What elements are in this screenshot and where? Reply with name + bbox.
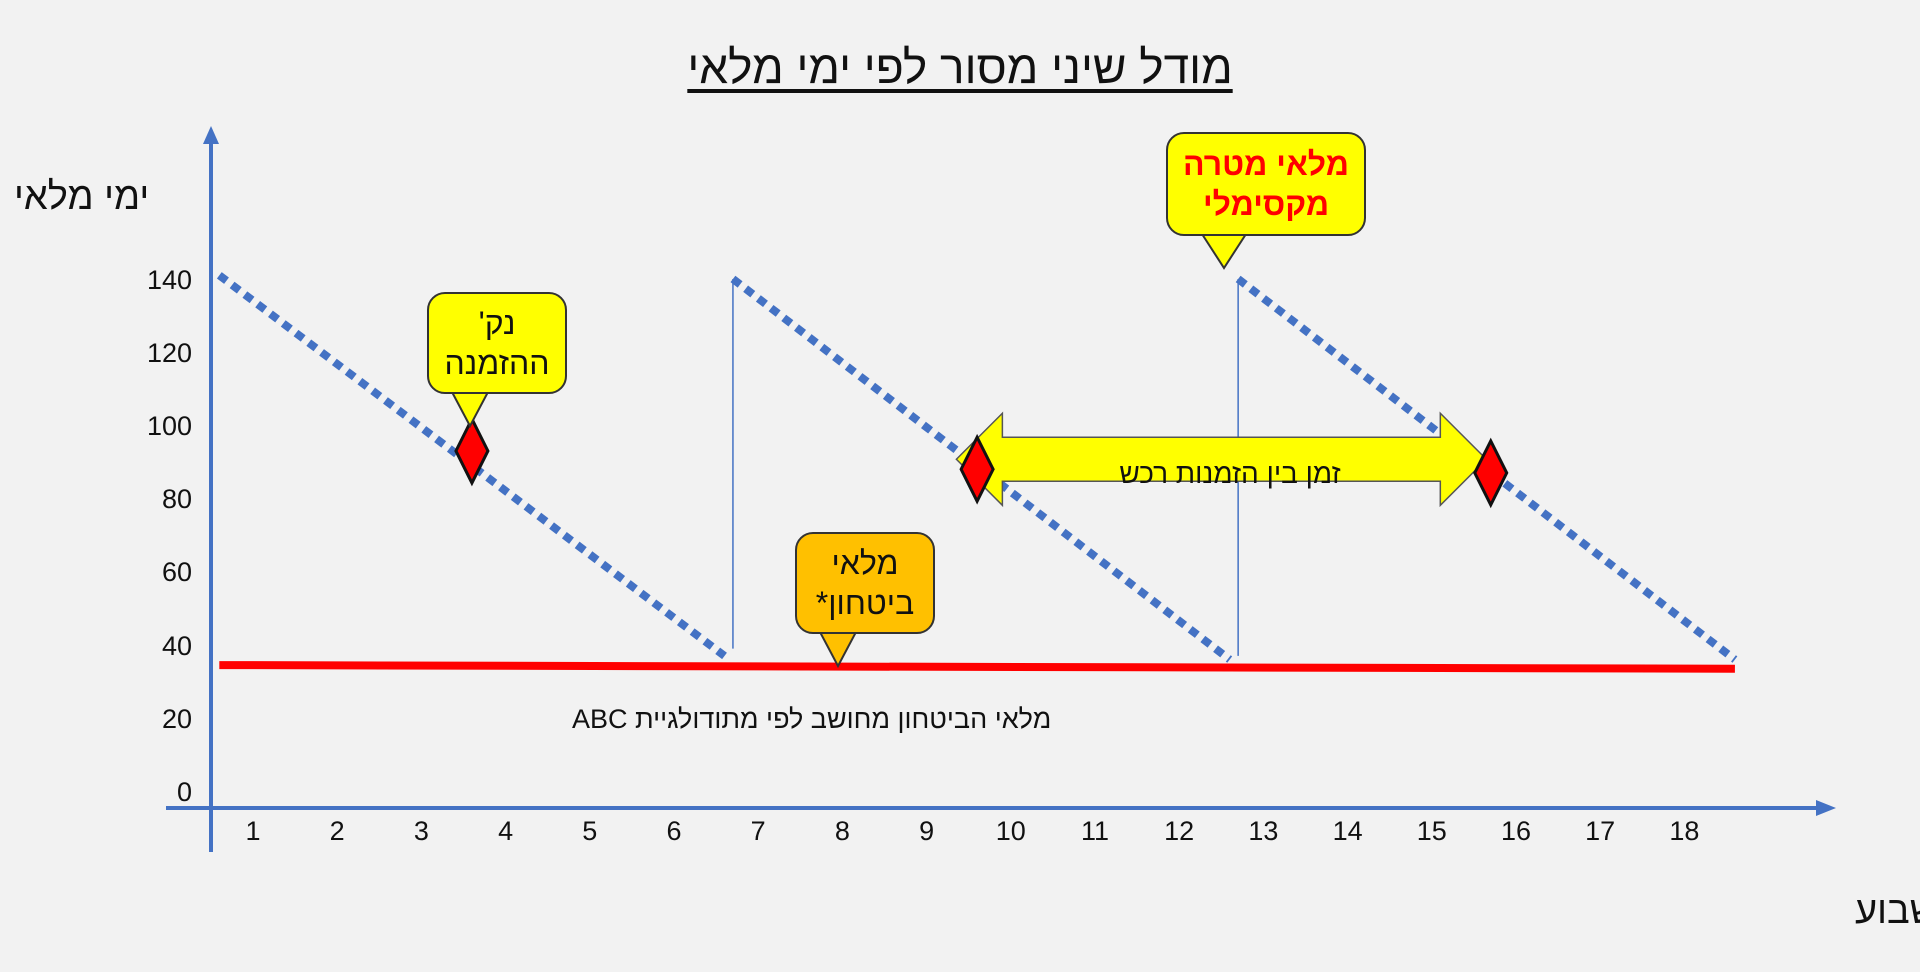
x-axis-label: שבוע bbox=[1855, 890, 1920, 932]
x-tick-label: 4 bbox=[498, 816, 514, 846]
time-between-orders-label: זמן בין הזמנות רכש bbox=[1040, 458, 1420, 490]
y-axis-arrowhead bbox=[203, 126, 219, 144]
x-tick-label: 2 bbox=[329, 816, 345, 846]
y-tick-label: 100 bbox=[146, 411, 192, 441]
x-tick-label: 9 bbox=[919, 816, 935, 846]
order-point-marker-2 bbox=[959, 433, 995, 505]
order-point-marker-1 bbox=[454, 415, 490, 487]
safety-stock-line bbox=[219, 661, 1735, 673]
x-tick-label: 6 bbox=[666, 816, 682, 846]
safety-stock-footnote-text: מלאי הביטחון מחושב לפי מתודולגיית ABC bbox=[572, 704, 1052, 734]
x-tick-label: 1 bbox=[245, 816, 261, 846]
chart-title-text: מודל שיני מסור לפי ימי מלאי bbox=[687, 41, 1233, 93]
safety-stock-callout: מלאי ביטחון* bbox=[795, 532, 935, 634]
max-target-text: מלאי מטרה מקסימלי bbox=[1183, 146, 1349, 222]
x-tick-label: 13 bbox=[1248, 816, 1279, 846]
order-point-callout-tail bbox=[450, 391, 490, 429]
order-point-marker-3 bbox=[1473, 437, 1509, 509]
x-tick-label: 8 bbox=[834, 816, 850, 846]
x-tick-label: 3 bbox=[413, 816, 429, 846]
x-tick-label: 5 bbox=[582, 816, 598, 846]
x-tick-label: 12 bbox=[1164, 816, 1195, 846]
x-tick-label: 11 bbox=[1080, 816, 1110, 846]
time-between-orders-text: זמן בין הזמנות רכש bbox=[1119, 458, 1341, 489]
x-tick-label: 10 bbox=[995, 816, 1026, 846]
y-tick-label: 20 bbox=[161, 703, 192, 734]
y-tick-label: 0 bbox=[176, 777, 192, 807]
x-axis-arrowhead bbox=[1816, 800, 1836, 816]
y-tick-label: 120 bbox=[146, 337, 192, 368]
safety-stock-text: מלאי ביטחון* bbox=[815, 545, 915, 621]
order-point-text: נק' ההזמנה bbox=[444, 305, 550, 381]
x-tick-label: 7 bbox=[750, 816, 766, 846]
y-tick-label: 60 bbox=[161, 557, 192, 588]
max-target-callout: מלאי מטרה מקסימלי bbox=[1166, 132, 1366, 236]
x-tick-label: 18 bbox=[1669, 816, 1700, 846]
safety-stock-callout-tail bbox=[818, 631, 858, 669]
max-target-callout-tail bbox=[1200, 233, 1248, 270]
safety-stock-footnote: מלאי הביטחון מחושב לפי מתודולגיית ABC bbox=[572, 704, 1051, 735]
y-tick-label: 80 bbox=[161, 484, 192, 515]
x-tick-label: 14 bbox=[1332, 816, 1363, 846]
y-tick-label: 40 bbox=[161, 630, 192, 661]
y-axis-label: ימי מלאי bbox=[14, 176, 150, 218]
order-point-callout: נק' ההזמנה bbox=[427, 292, 567, 394]
x-tick-label: 15 bbox=[1416, 816, 1447, 846]
y-tick-label: 140 bbox=[146, 264, 192, 295]
chart-title: מודל שיני מסור לפי ימי מלאי bbox=[0, 40, 1920, 94]
x-tick-label: 17 bbox=[1585, 816, 1616, 846]
x-tick-label: 16 bbox=[1500, 816, 1532, 846]
